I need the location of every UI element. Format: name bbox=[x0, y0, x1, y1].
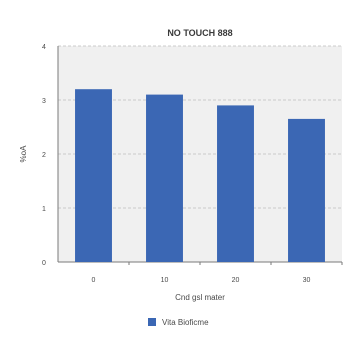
x-tick-label: 10 bbox=[161, 277, 169, 284]
legend-label: Vita Bioficme bbox=[162, 318, 209, 327]
y-tick-label: 2 bbox=[42, 152, 46, 159]
bars bbox=[75, 89, 325, 263]
x-tick-label: 20 bbox=[232, 277, 240, 284]
bar bbox=[288, 118, 325, 263]
y-tick-label: 3 bbox=[42, 98, 46, 105]
x-tick-label: 30 bbox=[303, 277, 311, 284]
legend: Vita Bioficme bbox=[148, 318, 209, 327]
x-tick-label: 0 bbox=[92, 277, 96, 284]
y-tick-label: 0 bbox=[42, 260, 46, 267]
bar bbox=[146, 94, 183, 262]
y-tick-label: 1 bbox=[42, 206, 46, 213]
legend-swatch bbox=[148, 318, 156, 326]
chart-title: NO TOUCH 888 bbox=[167, 28, 232, 38]
y-axis-label: %oA bbox=[19, 145, 28, 163]
y-tick-labels: 0 1 2 3 4 bbox=[42, 44, 46, 267]
x-tick-labels: 0 10 20 30 bbox=[92, 277, 311, 284]
bar bbox=[75, 89, 112, 262]
y-tick-label: 4 bbox=[42, 44, 46, 51]
bar bbox=[217, 105, 254, 263]
x-axis-label: Cnd gsl mater bbox=[175, 293, 225, 302]
